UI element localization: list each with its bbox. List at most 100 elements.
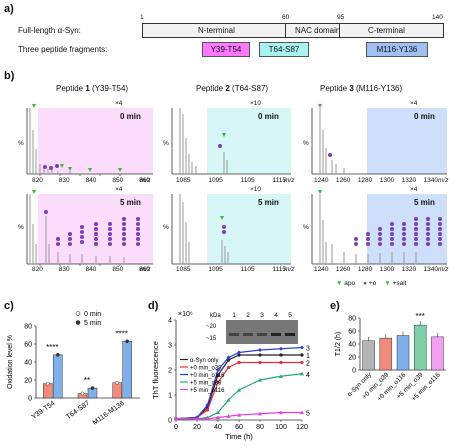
oxidation-dot <box>402 232 406 236</box>
legend-label: +5 min_o39 <box>190 381 222 387</box>
triangle-icon: ▼ <box>384 280 391 287</box>
y-axis-label: ThT fluorescence <box>151 341 160 399</box>
significance-mark: ** <box>84 376 90 385</box>
series-point <box>258 348 262 352</box>
oxidation-dot <box>426 217 430 221</box>
y-axis-label: T1/2 (h) <box>335 332 342 357</box>
xlabel-p2-0: m/z <box>284 177 295 184</box>
y-tick-label: 20 <box>24 378 32 385</box>
x-tick-label: 60 <box>235 424 243 431</box>
inset-unit: kDa <box>210 313 221 319</box>
oxidation-dot <box>414 217 418 221</box>
xtick: 1280 <box>357 266 373 273</box>
xlabel-p3-0: m/z <box>438 177 449 184</box>
series-point <box>258 411 262 416</box>
bar-point <box>125 339 130 344</box>
xlabel-p3-5: m/z <box>438 266 449 273</box>
oxidation-dot <box>414 237 418 241</box>
oxidation-dot <box>390 237 394 241</box>
xtick: 1095 <box>208 266 223 273</box>
series-end-label: 1 <box>306 353 310 360</box>
oxidation-dot <box>56 242 60 246</box>
gel-lane-label: 3 <box>260 312 264 319</box>
series-point <box>237 353 241 357</box>
oxidation-dot <box>122 237 126 241</box>
domain-divider-2 <box>339 24 340 37</box>
ylabel-p3-0: % <box>303 140 309 147</box>
series-point <box>205 403 210 407</box>
x-tick-label: 80 <box>256 424 264 431</box>
gel-band <box>285 333 295 336</box>
peaks-p1-0min <box>29 108 71 174</box>
p3-5min-scale: ×4 <box>410 186 418 193</box>
xtick: 1095 <box>208 177 223 184</box>
oxidation-dot <box>366 232 370 236</box>
series-point <box>216 415 220 420</box>
gel-band <box>229 333 239 336</box>
y-tick-label: 20 <box>348 355 356 362</box>
oxidation-dot <box>108 227 112 231</box>
shade-p2-0min <box>207 108 291 174</box>
position-60: 60 <box>282 14 290 21</box>
y-tick-label: 40 <box>348 342 356 349</box>
series-point <box>195 416 199 421</box>
series-point <box>216 410 220 415</box>
series-point <box>226 398 231 402</box>
oxidation-dot <box>426 227 430 231</box>
oxidation-dot <box>354 242 358 246</box>
legend-label: 0 min <box>84 311 101 318</box>
series-point <box>300 360 304 365</box>
oxidation-dot <box>136 232 140 236</box>
p3-0min-scale: ×4 <box>410 100 418 107</box>
oxidation-dot <box>438 237 442 241</box>
spectrum-p1-0min <box>26 104 153 175</box>
series-point <box>237 350 241 355</box>
legend-salt: ▼ +salt <box>384 280 406 287</box>
xlabel-p2-5: m/z <box>284 266 295 273</box>
xtick: 1260 <box>335 177 351 184</box>
fragment-2-box: T64-S87 <box>259 42 309 57</box>
oxidation-dot <box>56 237 60 241</box>
oxidation-dot <box>94 237 98 241</box>
xtick: 1105 <box>240 177 255 184</box>
series-point <box>279 346 283 351</box>
oxidation-dot <box>122 242 126 246</box>
series-point <box>258 360 262 365</box>
series-point <box>300 371 304 376</box>
ylabel-p1-0: % <box>18 140 24 147</box>
bar-point <box>80 391 85 396</box>
bar <box>431 336 444 371</box>
legend-ox: ● +o <box>363 280 376 287</box>
dot-icon: ● <box>363 280 368 287</box>
panel-e-label: e) <box>330 300 340 312</box>
xtick: 1085 <box>176 177 191 184</box>
series-point <box>300 345 304 350</box>
series-point <box>226 355 231 360</box>
ylabel-p2-5: % <box>163 224 169 231</box>
legend-label: +5 min_o116 <box>190 388 225 394</box>
oxidation-dot <box>402 242 406 246</box>
domain-divider-1 <box>285 24 286 37</box>
xtick: 1105 <box>240 266 255 273</box>
category-label: M116-M136 <box>92 400 126 427</box>
peptide-2-number: 2 <box>225 84 230 93</box>
xtick: 1340 <box>423 266 438 273</box>
legend-label: α-Syn only <box>190 358 218 364</box>
series-point <box>205 416 210 421</box>
y-tick-label: 60 <box>24 342 32 349</box>
peptide-2-title: Peptide 2 (T64-S87) <box>196 84 269 93</box>
x-axis-label: Time (h) <box>225 432 253 441</box>
category-label: T64-S87 <box>65 400 91 421</box>
series-end-label: 5 <box>306 411 310 418</box>
y-tick-label: 80 <box>24 324 32 331</box>
oxidation-bar-chart: 0 20 40 60 80 **** Y39-T54 ** T64-S87 **** M116-M1… <box>7 311 140 427</box>
fragment-1-box: Y39-T54 <box>202 42 250 57</box>
oxidation-dot <box>366 242 370 246</box>
xticks-p1-0: 820 830 840 850 860 <box>32 177 150 184</box>
bar <box>379 337 393 371</box>
bar-point <box>45 381 50 386</box>
bar <box>53 354 63 399</box>
y-tick-label: 0 <box>28 396 32 403</box>
y-axis-label: Oxidation level % <box>7 335 14 389</box>
